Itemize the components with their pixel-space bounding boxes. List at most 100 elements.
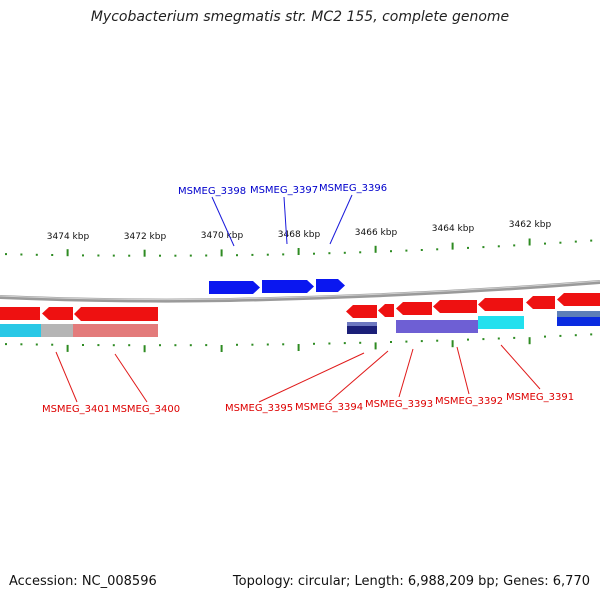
minor-tick <box>513 336 516 339</box>
minor-tick <box>544 335 546 338</box>
gene-arrow-msmeg-3397[interactable] <box>262 280 314 293</box>
minor-tick <box>159 344 161 347</box>
major-tick <box>143 345 146 353</box>
leader-line <box>500 344 541 390</box>
leader-line <box>55 351 78 403</box>
leader-line <box>283 196 288 245</box>
genome-summary-text: Topology: circular; Length: 6,988,209 bp… <box>232 574 590 589</box>
major-tick <box>66 344 69 352</box>
gene-label-msmeg-3395[interactable]: MSMEG_3395 <box>225 403 293 414</box>
minor-tick <box>51 343 54 346</box>
minor-tick <box>159 254 161 257</box>
gene-arrow-msmeg-3395[interactable] <box>346 305 377 318</box>
minor-tick <box>82 254 84 257</box>
minor-tick <box>128 254 131 257</box>
gene-label-msmeg-3396[interactable]: MSMEG_3396 <box>319 183 387 194</box>
minor-tick <box>436 248 439 251</box>
minor-tick <box>497 337 500 340</box>
reverse-genes-right <box>346 293 600 334</box>
major-tick <box>451 242 454 250</box>
minor-tick <box>128 344 131 347</box>
minor-tick <box>574 240 577 243</box>
gene-arrow-msmeg-3389[interactable] <box>557 293 600 306</box>
major-tick <box>374 342 377 350</box>
minor-tick <box>236 254 238 257</box>
feature-bar-steel <box>557 311 600 317</box>
minor-tick <box>359 341 362 344</box>
minor-tick <box>112 344 115 347</box>
minor-tick <box>20 343 23 346</box>
feature-bar-blue <box>557 317 600 326</box>
minor-tick <box>390 341 392 343</box>
minor-tick <box>574 334 577 337</box>
gene-label-msmeg-3392[interactable]: MSMEG_3392 <box>435 396 503 407</box>
leader-line <box>114 353 148 403</box>
gene-arrow-msmeg-3391[interactable] <box>478 298 523 311</box>
gene-label-msmeg-3400[interactable]: MSMEG_3400 <box>112 404 180 415</box>
gene-label-msmeg-3401[interactable]: MSMEG_3401 <box>42 404 110 415</box>
kbp-label: 3472 kbp <box>124 232 167 242</box>
gene-label-msmeg-3393[interactable]: MSMEG_3393 <box>365 399 433 410</box>
leader-line <box>398 348 414 398</box>
leader-line <box>329 194 353 245</box>
leader-line <box>456 346 470 395</box>
minor-tick <box>513 244 516 247</box>
minor-tick <box>482 338 485 341</box>
gene-arrow-msmeg-3398[interactable] <box>209 281 260 294</box>
major-tick <box>528 337 531 345</box>
feature-bar-grey <box>41 324 73 337</box>
minor-tick <box>5 343 7 346</box>
major-tick <box>143 249 146 257</box>
minor-tick <box>266 343 269 346</box>
major-tick <box>66 249 69 257</box>
gene-label-msmeg-3394[interactable]: MSMEG_3394 <box>295 402 363 413</box>
accession-text: Accession: NC_008596 <box>9 574 157 589</box>
minor-tick <box>559 334 562 337</box>
major-tick <box>528 238 531 246</box>
gene-arrow-msmeg-3396[interactable] <box>316 279 345 292</box>
minor-tick <box>420 340 423 343</box>
minor-tick <box>590 333 593 336</box>
gene-arrow-msmeg-3394[interactable] <box>378 304 394 317</box>
minor-tick <box>189 254 192 257</box>
gene-arrow-msmeg-3400[interactable] <box>74 307 158 321</box>
minor-tick <box>97 254 100 257</box>
minor-tick <box>266 253 269 256</box>
minor-tick <box>405 249 408 252</box>
gene-label-msmeg-3398[interactable]: MSMEG_3398 <box>178 186 246 197</box>
lower-tick-row <box>5 333 593 353</box>
minor-tick <box>251 343 254 346</box>
minor-tick <box>236 343 238 346</box>
gene-arrow-msmeg-3401[interactable] <box>42 307 73 320</box>
minor-tick <box>436 339 439 342</box>
minor-tick <box>467 338 469 341</box>
minor-tick <box>482 246 485 249</box>
minor-tick <box>20 253 23 256</box>
feature-bar-cyan <box>478 316 524 329</box>
kbp-label: 3470 kbp <box>201 231 244 241</box>
leader-line <box>258 352 365 403</box>
minor-tick <box>205 344 208 347</box>
minor-tick <box>189 344 192 347</box>
minor-tick <box>313 252 315 255</box>
gene-arrow-msmeg-3392[interactable] <box>433 300 477 313</box>
gene-arrow-msmeg-3393[interactable] <box>396 302 432 315</box>
minor-tick <box>251 253 254 256</box>
major-tick <box>297 344 300 351</box>
map-title: Mycobacterium smegmatis str. MC2 155, co… <box>90 9 510 25</box>
gene-arrow-msmeg-3390[interactable] <box>526 296 555 309</box>
minor-tick <box>35 343 38 346</box>
minor-tick <box>5 253 7 256</box>
minor-tick <box>205 254 208 257</box>
feature-bar-pink <box>73 324 158 337</box>
gene-label-msmeg-3397[interactable]: MSMEG_3397 <box>250 185 318 196</box>
minor-tick <box>343 342 346 345</box>
feature-bar-cyan <box>0 324 41 337</box>
minor-tick <box>405 340 408 343</box>
minor-tick <box>590 239 593 242</box>
feature-bar-purple <box>396 320 478 333</box>
gene-label-msmeg-3391[interactable]: MSMEG_3391 <box>506 392 574 403</box>
gene-arrow-msmeg-3402[interactable] <box>0 307 40 320</box>
minor-tick <box>82 344 84 346</box>
kbp-label: 3464 kbp <box>432 224 475 234</box>
